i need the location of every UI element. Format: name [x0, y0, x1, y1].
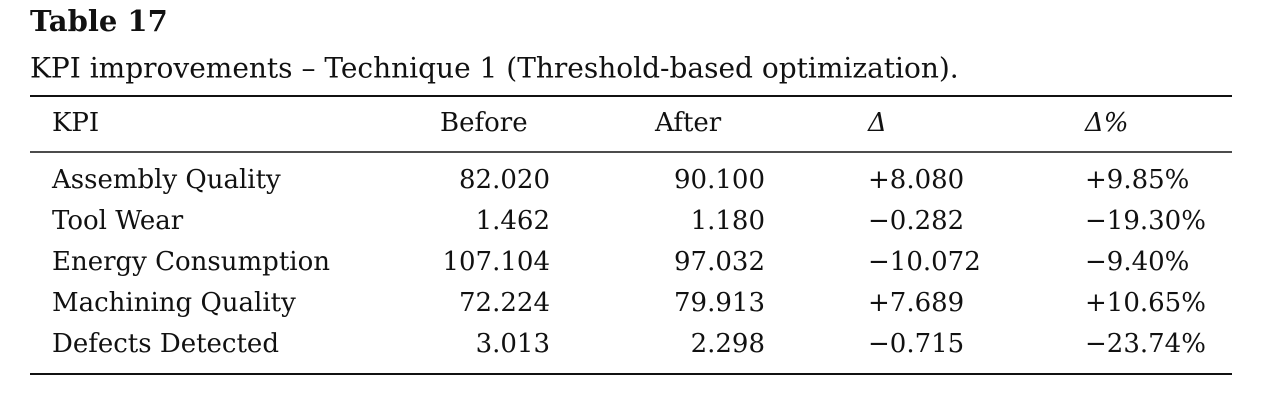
column-header: After [654, 108, 722, 138]
table-cell: −0.282 [868, 206, 964, 236]
table-cell: 2.298 [691, 329, 765, 359]
table-cell: 1.462 [476, 206, 550, 236]
table-cell: 72.224 [459, 288, 550, 318]
column-header: KPI [52, 108, 99, 138]
table-cell: +10.65% [1085, 288, 1206, 318]
column-header: Δ% [1084, 108, 1128, 138]
table-cell: −10.072 [868, 247, 981, 277]
table-body: KPI Before After Δ Δ% Assembly Quality 82.020 9… [51, 108, 1206, 359]
table-cell: −0.715 [868, 329, 964, 359]
table-caption: KPI improvements – Technique 1 (Threshol… [30, 52, 959, 85]
row-label: Machining Quality [52, 288, 296, 318]
row-label: Defects Detected [52, 329, 279, 359]
row-label: Assembly Quality [51, 165, 281, 195]
table-cell: 97.032 [674, 247, 765, 277]
table-cell: 90.100 [674, 165, 765, 195]
table-cell: 1.180 [691, 206, 765, 236]
table-cell: 3.013 [476, 329, 550, 359]
row-label: Energy Consumption [52, 247, 330, 277]
table-cell: +8.080 [868, 165, 964, 195]
row-label: Tool Wear [52, 206, 184, 236]
table-cell: 82.020 [459, 165, 550, 195]
table-cell: −23.74% [1085, 329, 1206, 359]
table-cell: +9.85% [1085, 165, 1189, 195]
column-header: Δ [867, 108, 887, 138]
table-cell: −19.30% [1085, 206, 1206, 236]
table-cell: −9.40% [1085, 247, 1189, 277]
column-header: Before [440, 108, 528, 138]
table-cell: 79.913 [674, 288, 765, 318]
table-title: Table 17 [30, 4, 168, 38]
table-cell: +7.689 [868, 288, 964, 318]
table-cell: 107.104 [442, 247, 550, 277]
